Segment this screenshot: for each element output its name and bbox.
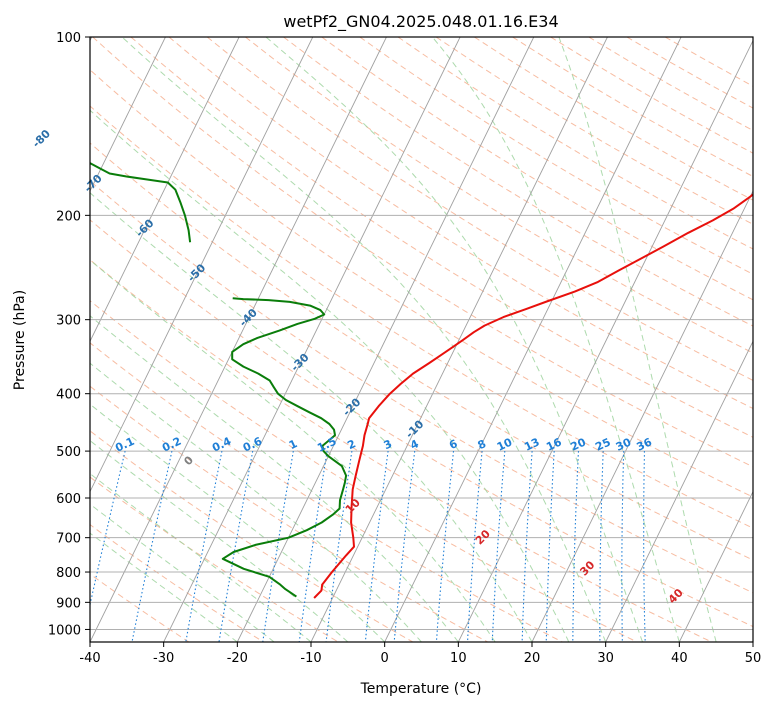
isotherm-line (90, 37, 314, 493)
y-tick-label: 500 (56, 445, 81, 460)
dry-adiabat-line (90, 385, 488, 642)
x-tick-label: -10 (300, 651, 321, 666)
pressure-gridlines-group (90, 37, 753, 630)
y-tick-label: 300 (56, 314, 81, 329)
mixing-ratio-line (393, 451, 416, 642)
dry-adiabat-line (245, 37, 753, 354)
mixing-ratio-line (521, 451, 533, 642)
dry-adiabat-line (90, 259, 712, 642)
x-tick-label: 20 (524, 651, 541, 666)
mixing-ratio-line (643, 451, 646, 642)
mixing-ratio-line (90, 450, 126, 608)
dry-adiabat-line (90, 524, 264, 642)
moist-adiabat-line (90, 403, 386, 642)
mixing-ratio-label: 30 (614, 435, 634, 453)
y-tick-label: 800 (56, 566, 81, 581)
dry-adiabat-line (90, 342, 563, 642)
moist-adiabat-line (265, 37, 643, 642)
mixing-ratio-label: 10 (495, 435, 515, 453)
dewpoint-upper-profile-line (90, 162, 192, 243)
isotherm-line (457, 39, 753, 642)
isotherm-line (384, 37, 682, 642)
mixing-ratio-label: 13 (522, 436, 541, 454)
x-axis-title: Temperature (°C) (360, 681, 482, 697)
mixing-ratio-line (545, 451, 555, 642)
moist-adiabat-line (432, 37, 680, 642)
dry-adiabat-line (283, 37, 753, 327)
y-axis: 100 200 300 400 500 600 700 800 900 1000 (48, 31, 90, 638)
mixing-ratio-label: 20 (569, 435, 589, 453)
mixing-ratio-line (599, 451, 604, 642)
y-tick-label: 100 (56, 31, 81, 46)
y-tick-label: 200 (56, 209, 81, 224)
mixing-ratio-line (325, 451, 353, 642)
x-tick-label: 0 (381, 651, 389, 666)
dry-adiabat-line (206, 37, 753, 381)
mixing-ratio-line (572, 451, 580, 642)
x-tick-label: 10 (450, 651, 467, 666)
x-tick-label: 30 (597, 651, 614, 666)
isotherm-line (90, 37, 166, 193)
x-tick-label: 40 (671, 651, 688, 666)
isotherm-line (90, 37, 240, 343)
mixing-ratio-line (185, 450, 223, 642)
dry-adiabat-line (130, 37, 753, 438)
profiles-group (90, 162, 753, 599)
isotherms-group (90, 37, 753, 642)
x-tick-label: -30 (153, 651, 174, 666)
moist-adiabat-line (121, 37, 607, 642)
mixing-ratio-line (218, 451, 254, 642)
plot-frame (89, 36, 754, 643)
dry-adiabat-line (321, 37, 753, 301)
y-tick-label: 1000 (48, 623, 81, 638)
moist-adiabat-line (558, 37, 717, 642)
isotherm-line (678, 490, 753, 642)
isotherm-line (605, 340, 753, 642)
mixing-ratio-line (621, 451, 625, 642)
isotherm-line (90, 37, 387, 642)
x-tick-label: -20 (227, 651, 248, 666)
mixing-ratio-line (466, 451, 483, 642)
isotherm-line (236, 37, 535, 642)
y-tick-label: 900 (56, 596, 81, 611)
moist-adiabat-line (90, 472, 312, 642)
moist-adiabats-group (90, 37, 717, 642)
mixing-ratio-line (491, 451, 506, 642)
y-axis-title: Pressure (hPa) (12, 290, 28, 390)
mixing-ratio-line (298, 451, 328, 642)
x-tick-label: -40 (79, 651, 100, 666)
mixing-ratio-line (435, 451, 455, 642)
isotherm-line (531, 189, 753, 642)
temperature-profile-line (313, 193, 753, 599)
isotherm-line (310, 37, 608, 642)
chart-title: wetPf2_GN04.2025.048.01.16.E34 (283, 12, 558, 32)
mixing-ratio-line (131, 450, 173, 642)
moist-adiabat-line (90, 362, 422, 642)
y-tick-label: 600 (56, 492, 81, 507)
moist-adiabat-line (90, 439, 349, 642)
y-tick-label: 700 (56, 532, 81, 547)
moist-adiabat-line (90, 259, 496, 642)
mixing-ratio-label: 25 (593, 436, 612, 454)
plot-area (90, 37, 753, 642)
isotherm-line (163, 37, 461, 642)
dry-adiabat-line (168, 37, 753, 410)
mixing-ratio-line (364, 451, 389, 642)
dry-adiabat-line (90, 573, 190, 642)
moist-adiabat-line (90, 532, 238, 642)
dewpoint-profile-line (221, 297, 348, 598)
mixing-ratio-label: 16 (544, 435, 564, 453)
mixing-ratio-label: 36 (635, 435, 655, 453)
y-tick-label: 400 (56, 388, 81, 403)
x-axis: -40 -30 -20 -10 0 10 20 30 40 50 (79, 642, 761, 666)
moist-adiabat-line (90, 315, 459, 642)
x-tick-label: 50 (745, 651, 762, 666)
dry-adiabat-line (90, 219, 753, 628)
mixing-ratio-lines-group (90, 450, 646, 642)
